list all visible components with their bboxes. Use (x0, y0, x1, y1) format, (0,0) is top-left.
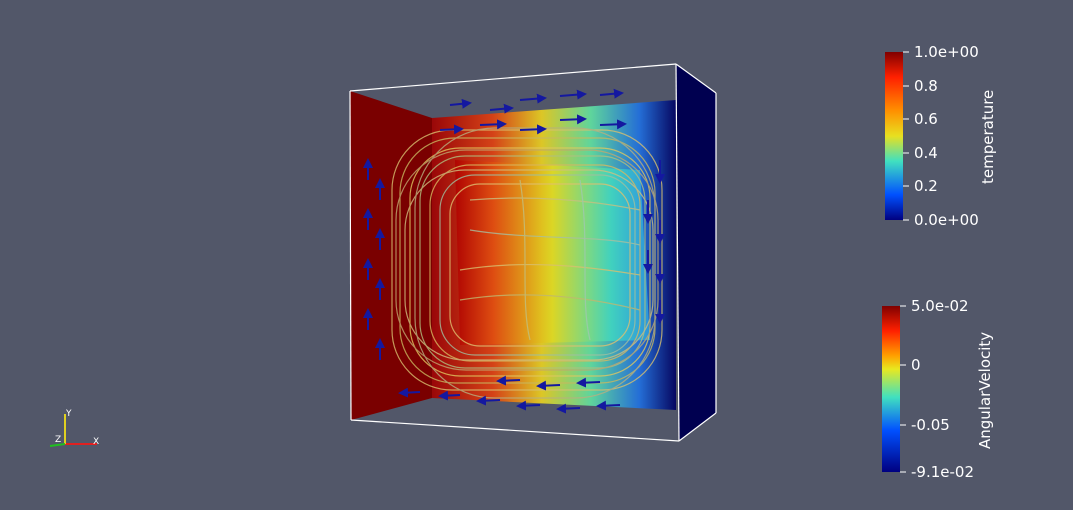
cold-wall (676, 64, 716, 441)
temperature-label-max: 1.0e+00 (914, 43, 979, 61)
temperature-label-0-2: 0.2 (914, 177, 938, 195)
angular-velocity-label-zero: 0 (911, 356, 921, 374)
temperature-label-0-8: 0.8 (914, 77, 938, 95)
temperature-title: temperature (979, 89, 997, 184)
axis-x-label: X (93, 437, 99, 447)
angular-velocity-label-max: 5.0e-02 (911, 297, 969, 315)
axis-y-label: Y (65, 409, 72, 419)
velocity-glyphs (363, 88, 665, 414)
angular-velocity-label-min: -9.1e-02 (911, 463, 974, 481)
angular-velocity-label-mid: -0.05 (911, 416, 950, 434)
streamlines (391, 127, 663, 399)
axis-z-label: Z (55, 435, 61, 445)
inner-isosurface (455, 160, 650, 345)
temperature-label-min: 0.0e+00 (914, 211, 979, 229)
angular-velocity-title: AngularVelocity (976, 331, 994, 449)
angular-velocity-colorbar[interactable] (882, 306, 900, 472)
temperature-ticks (903, 51, 909, 221)
temperature-label-0-4: 0.4 (914, 144, 938, 162)
orientation-axes (49, 414, 97, 447)
temperature-colorbar[interactable] (885, 52, 903, 220)
bounding-box-outline (349, 63, 717, 442)
temperature-label-0-6: 0.6 (914, 110, 938, 128)
angular-velocity-ticks (900, 305, 906, 473)
